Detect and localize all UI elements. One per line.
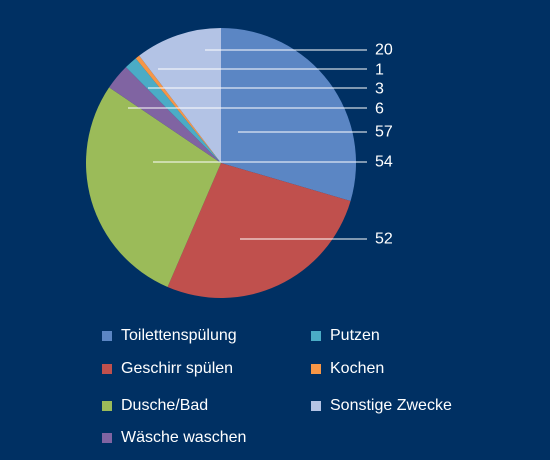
legend: Toilettenspülung Putzen Geschirr spülen Koc… — [102, 326, 522, 454]
pie-slices — [85, 27, 357, 299]
legend-label-sonstige-zwecke: Sonstige Zwecke — [330, 397, 452, 414]
legend-item-sonstige-zwecke: Sonstige Zwecke — [311, 396, 452, 416]
legend-label-waesche-waschen: Wäsche waschen — [121, 429, 247, 446]
legend-label-putzen: Putzen — [330, 327, 380, 344]
pie-chart: 57 52 54 6 3 1 20 — [85, 27, 393, 299]
value-label-kochen: 1 — [375, 62, 384, 79]
value-label-putzen: 3 — [375, 81, 384, 98]
value-label-dusche-bad: 54 — [375, 154, 393, 171]
pie-slice-sonstige-zwecke — [139, 27, 221, 163]
pie-slice-dusche-bad — [85, 87, 221, 287]
pie-slice-kochen — [135, 55, 221, 164]
legend-swatch-kochen — [311, 364, 321, 374]
pie-slice-geschirr-spuelen — [167, 163, 351, 299]
pie-slice-waesche-waschen — [109, 67, 221, 163]
legend-swatch-waesche-waschen — [102, 433, 112, 443]
legend-item-dusche-bad: Dusche/Bad — [102, 396, 208, 416]
legend-swatch-dusche-bad — [102, 401, 112, 411]
value-label-toilettenspuelung: 57 — [375, 124, 393, 141]
value-labels: 57 52 54 6 3 1 20 — [128, 42, 393, 248]
legend-item-kochen: Kochen — [311, 359, 384, 379]
legend-swatch-geschirr-spuelen — [102, 364, 112, 374]
legend-label-dusche-bad: Dusche/Bad — [121, 397, 209, 414]
legend-label-toilettenspuelung: Toilettenspülung — [121, 327, 237, 344]
legend-swatch-sonstige-zwecke — [311, 401, 321, 411]
value-label-sonstige-zwecke: 20 — [375, 42, 393, 59]
legend-item-geschirr-spuelen: Geschirr spülen — [102, 359, 233, 379]
legend-swatch-toilettenspuelung — [102, 331, 112, 341]
legend-label-geschirr-spuelen: Geschirr spülen — [121, 360, 234, 377]
legend-item-waesche-waschen: Wäsche waschen — [102, 428, 246, 448]
pie-slice-toilettenspuelung — [221, 28, 357, 201]
legend-label-kochen: Kochen — [330, 360, 385, 377]
value-label-waesche-waschen: 6 — [375, 101, 384, 118]
legend-item-toilettenspuelung: Toilettenspülung — [102, 326, 237, 346]
legend-item-putzen: Putzen — [311, 326, 380, 346]
legend-swatch-putzen — [311, 331, 321, 341]
value-label-geschirr-spuelen: 52 — [375, 231, 393, 248]
pie-slice-putzen — [125, 58, 221, 164]
